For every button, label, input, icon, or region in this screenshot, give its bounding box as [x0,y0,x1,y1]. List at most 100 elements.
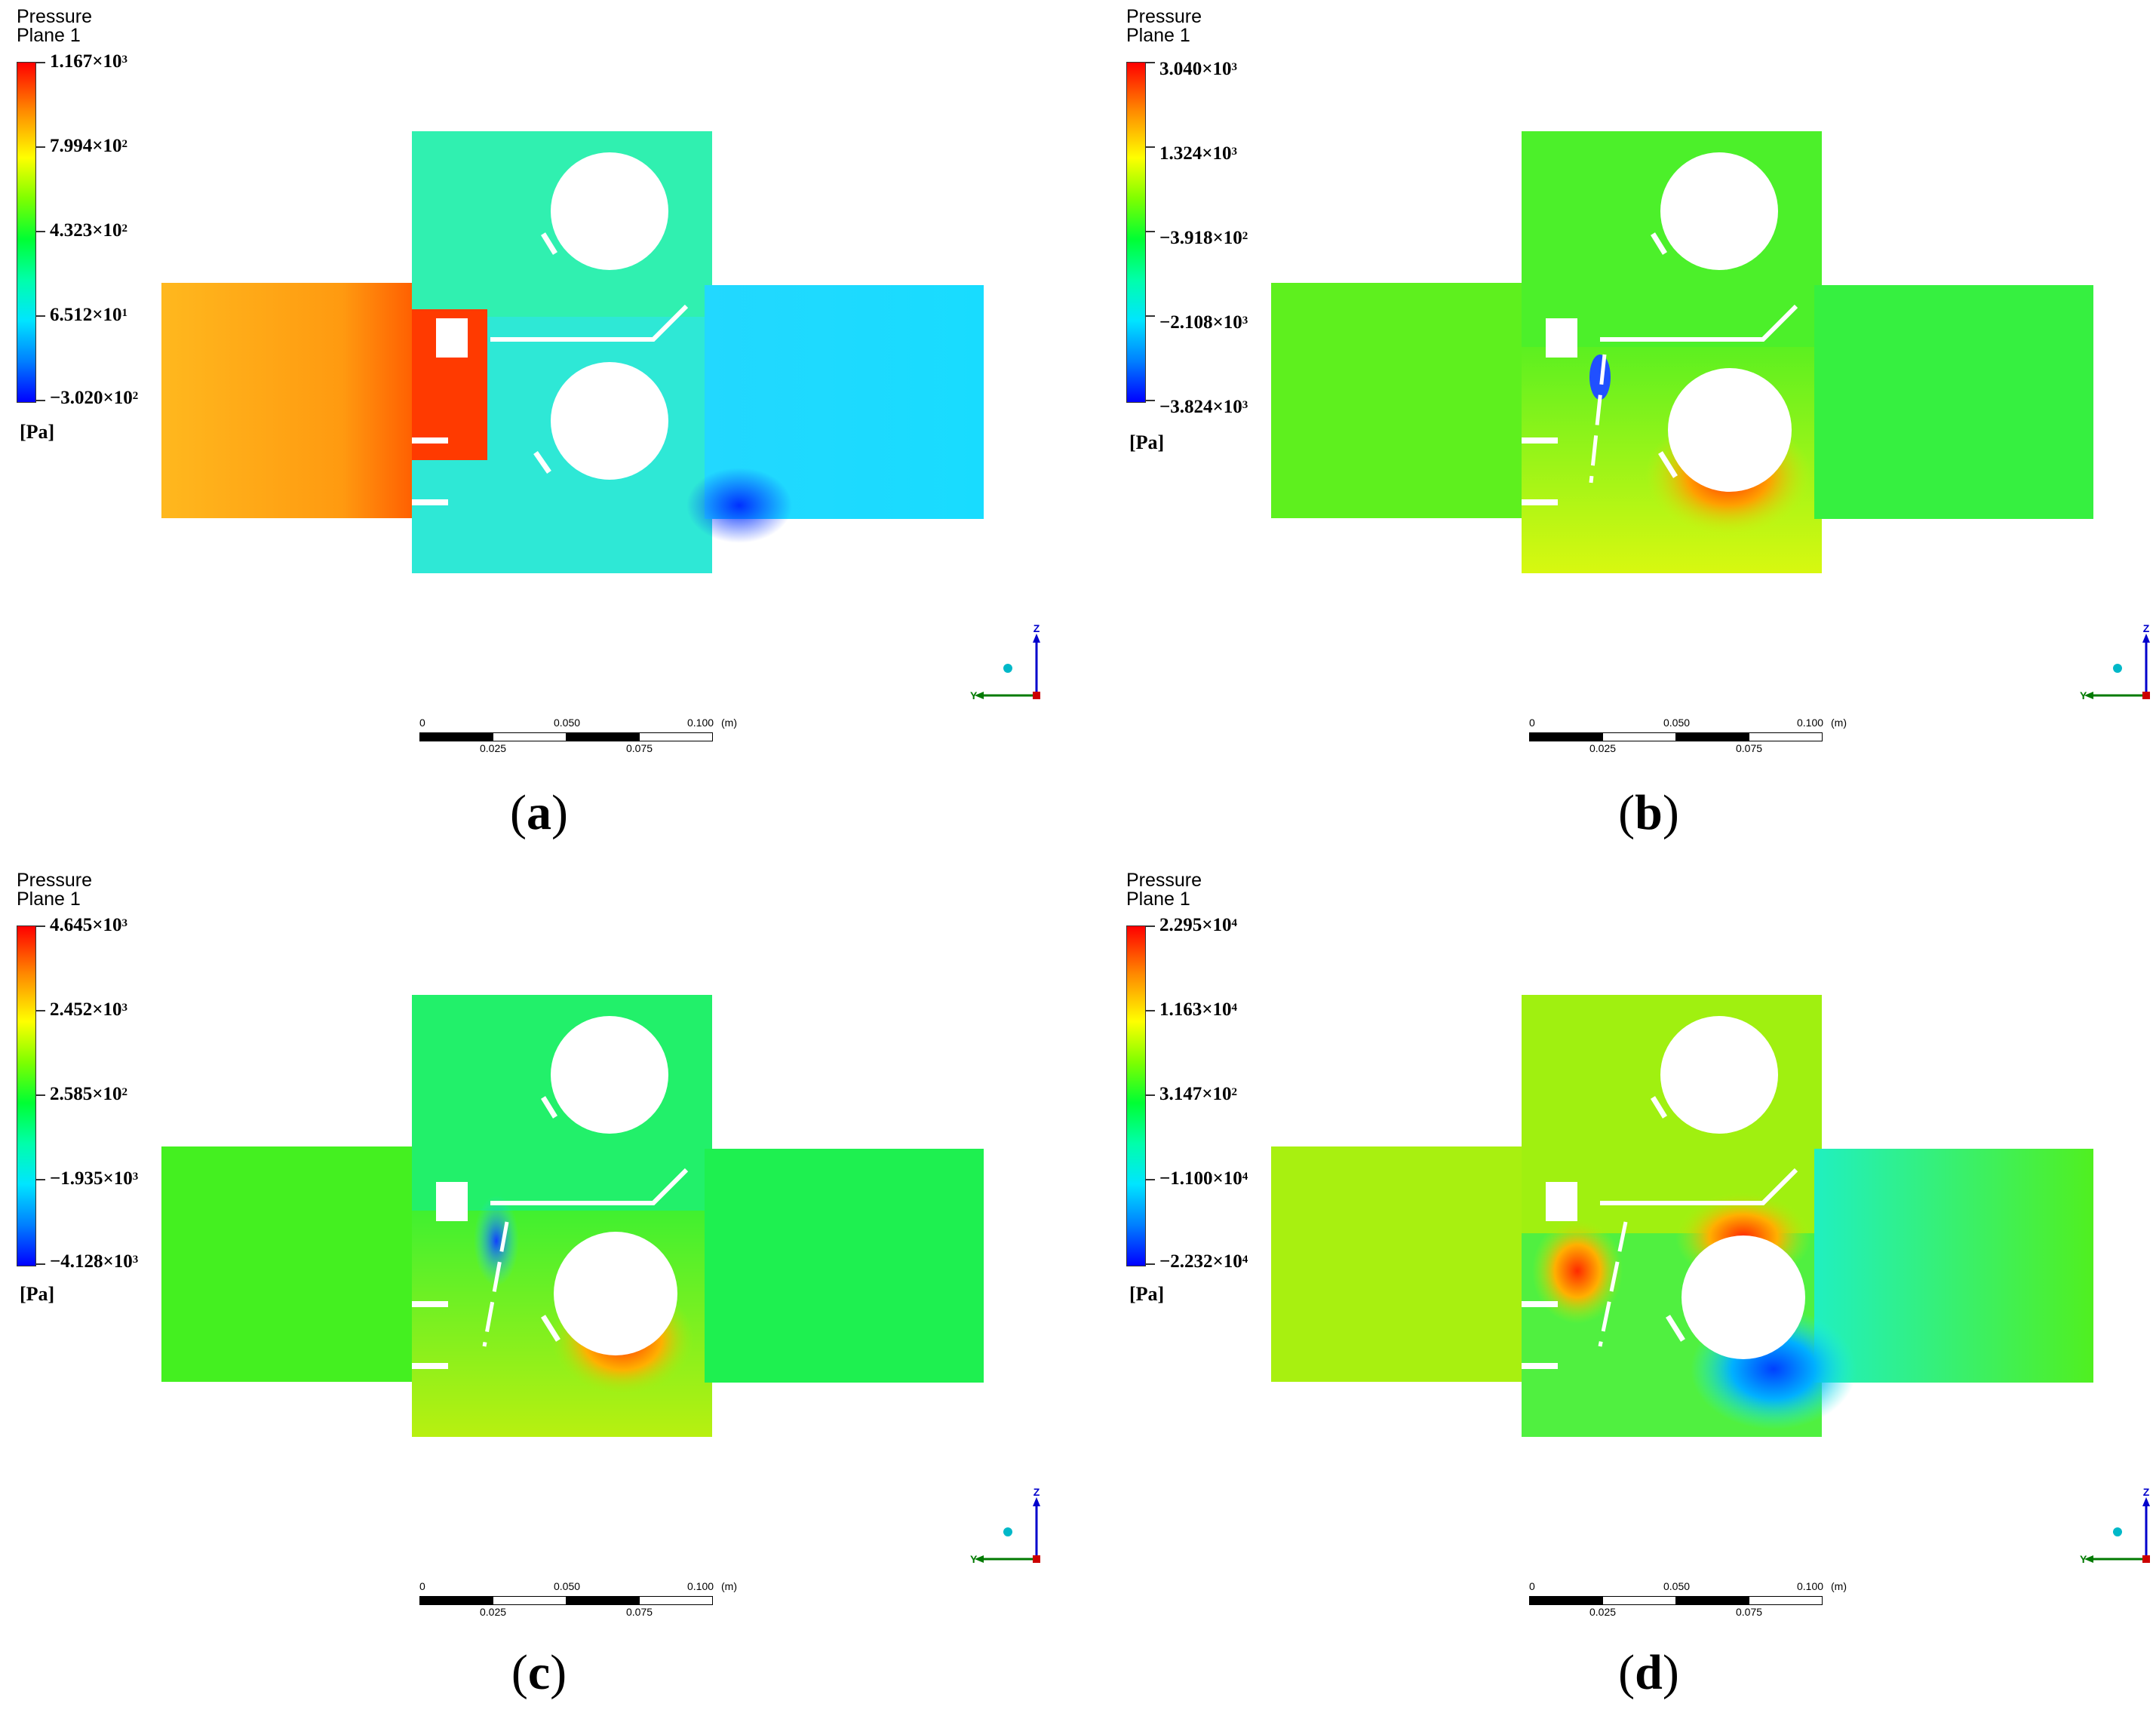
scale-label: 0.025 [480,1606,507,1618]
baffle-plate [412,1301,448,1307]
colorbar-level: 6.512×101 [50,305,127,325]
z-arrow-icon [1033,634,1040,643]
legend-subtitle: Plane 1 [1126,25,1190,46]
scale-segment [639,732,713,741]
upper-cylinder [551,152,668,270]
scale-segment [566,1596,640,1605]
scale-label: 0.100 [1797,717,1824,729]
lower-cylinder [1668,368,1792,492]
z-label: Z [2143,623,2150,634]
flap [1651,232,1667,255]
unit-label: [Pa] [20,421,55,443]
upper-cylinder [551,1016,668,1134]
scale-bar: 0 0.050 0.100 (m) 0.025 0.075 [1529,712,1847,757]
panel-a: Pressure Plane 1 1.167×103 7.994×102 4.3… [0,0,1078,858]
scale-unit: (m) [1831,1580,1847,1592]
scale-label: 0.050 [1663,1580,1691,1592]
scale-label: 0.050 [554,1580,581,1592]
colorbar-level: −3.918×102 [1159,228,1248,248]
colorbar-level: −3.824×103 [1159,397,1248,417]
scale-bar: 0 0.050 0.100 (m) 0.025 0.075 [419,1576,737,1621]
z-arrow-icon [2142,634,2150,643]
outlet-region [705,1149,984,1383]
y-label: Y [970,1553,978,1565]
z-label: Z [1033,1487,1040,1498]
legend-title: Pressure [1126,870,1202,891]
baffle-block [436,318,468,358]
panel-caption: (b) [1618,785,1679,840]
x-axis-dot [1033,692,1040,699]
z-label: Z [2143,1487,2150,1498]
colorbar-level: 2.585×102 [50,1084,127,1104]
scale-segment [1749,1596,1823,1605]
colorbar-tick [1146,1094,1155,1096]
colorbar-level: −4.128×103 [50,1251,139,1272]
view-sphere-icon [1003,1527,1012,1536]
scale-bar: 0 0.050 0.100 (m) 0.025 0.075 [1529,1576,1847,1621]
lower-cylinder [551,362,668,480]
colorbar-tick [36,315,45,317]
colorbar-tick [1146,146,1155,148]
baffle-plate [1522,1301,1558,1307]
colorbar-level: 1.163×104 [1159,999,1237,1020]
inlet-region [1271,283,1529,518]
scale-segment [419,1596,493,1605]
colorbar-level: 3.147×102 [1159,1084,1237,1104]
scale-segment [1749,732,1823,741]
x-axis-dot [2142,1555,2150,1563]
colorbar-tick [36,1010,45,1011]
scale-label: 0.075 [1736,742,1763,754]
colorbar-tick [36,62,45,63]
scale-label: 0.075 [626,1606,653,1618]
scale-segment [1602,732,1676,741]
flap [541,1096,557,1119]
scale-unit: (m) [1831,717,1847,729]
panel-caption: (d) [1618,1645,1679,1700]
colorbar-tick [36,1263,45,1265]
flap [533,451,551,474]
colorbar-level: 7.994×102 [50,136,127,156]
flap [1666,1315,1685,1342]
y-arrow-icon [975,692,984,699]
legend-title: Pressure [17,870,93,891]
colorbar-level: 4.645×103 [50,915,127,935]
legend-subtitle: Plane 1 [1126,889,1190,910]
colorbar-tick [1146,62,1155,63]
upper-cylinder [1660,1016,1778,1134]
scale-label: 0.075 [626,742,653,754]
scale-label: 0.025 [480,742,507,754]
scale-label: 0 [1529,717,1535,729]
pressure-contour-field [161,995,984,1437]
scale-segment [1602,1596,1676,1605]
colorbar-tick [36,400,45,401]
outlet-region [1814,285,2093,519]
flap [1658,451,1678,478]
colorbar [17,62,36,403]
scale-unit: (m) [721,717,737,729]
pressure-contour-field [161,131,984,573]
scale-segment [639,1596,713,1605]
axis-triad: Z Y [2080,623,2150,701]
colorbar-tick [1146,231,1155,232]
colorbar-level: −1.100×104 [1159,1168,1248,1189]
scale-segment [1529,732,1603,741]
lower-cylinder [1681,1235,1805,1359]
valve-wall [1598,1221,1628,1347]
colorbar-tick [36,925,45,927]
low-pressure-zone [686,468,792,543]
view-sphere-icon [1003,664,1012,673]
colorbar-tick [36,1094,45,1096]
scale-label: 0.050 [1663,717,1691,729]
legend-title: Pressure [1126,6,1202,27]
axis-triad: Z Y [2080,1487,2150,1565]
x-axis-dot [1033,1555,1040,1563]
baffle-plate [1522,437,1558,444]
y-arrow-icon [2084,692,2093,699]
colorbar-tick [1146,1263,1155,1265]
baffle-block [436,1182,468,1221]
scale-label: 0.100 [687,717,714,729]
panel-b: Pressure Plane 1 3.040×103 1.324×103 −3.… [1110,0,2156,858]
y-arrow-icon [975,1555,984,1563]
colorbar-level: −3.020×102 [50,388,139,408]
baffle-block [1546,1182,1577,1221]
